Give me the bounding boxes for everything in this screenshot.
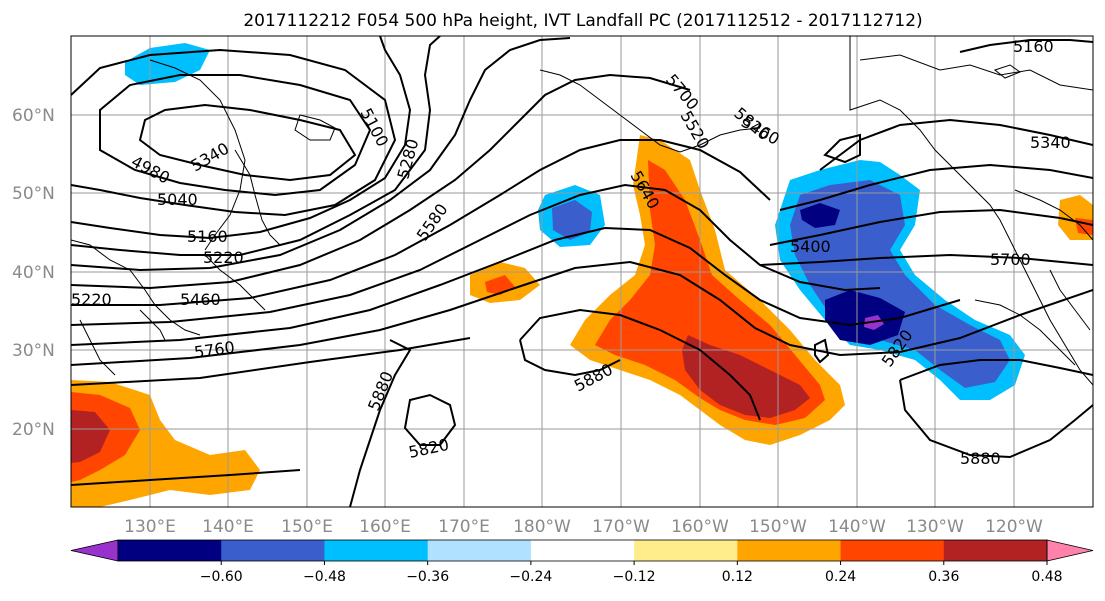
lon-label: 150°W: [749, 517, 807, 537]
lat-label: 40°N: [12, 263, 55, 283]
map-title: 2017112212 F054 500 hPa height, IVT Land…: [243, 11, 922, 31]
colorbar-extension-high: [1046, 539, 1094, 562]
colorbar-segment: [840, 540, 945, 561]
colorbar-tick-label: 0.24: [825, 569, 856, 585]
colorbar-tick-label: 0.36: [928, 569, 959, 585]
contour-label: 5340: [1030, 133, 1071, 152]
colorbar-frame: [117, 539, 1048, 562]
lon-label: 150°E: [281, 517, 333, 537]
contour-label: 5580: [413, 200, 452, 244]
contour-label: 5400: [790, 237, 831, 256]
colorbar-segment: [943, 540, 1048, 561]
colorbar-tick-label: −0.24: [509, 569, 552, 585]
lon-label: 160°W: [671, 517, 729, 537]
contour-label: 5460: [180, 290, 221, 309]
contour-label: 5880: [571, 360, 616, 396]
map-area: 4980 5040 5100 5160 5220 5280 5340 5400 …: [71, 36, 1093, 507]
contour-label: 5880: [364, 369, 397, 414]
colorbar-extension-low: [70, 539, 119, 562]
negative-anomaly-shading: [552, 200, 592, 240]
contour-label: 5160: [1013, 37, 1054, 56]
contour-label: 5700: [990, 250, 1031, 269]
colorbar-segment: [634, 540, 738, 561]
latitude-labels: 60°N 50°N 40°N 30°N 20°N: [12, 106, 55, 440]
colorbar-tick-label: 0.12: [722, 569, 753, 585]
lon-label: 120°W: [985, 517, 1043, 537]
contour-label: 5220: [203, 248, 244, 267]
lat-label: 30°N: [12, 341, 55, 361]
colorbar-segment: [221, 540, 325, 561]
colorbar-tick-label: −0.12: [613, 569, 656, 585]
lon-label: 130°W: [906, 517, 964, 537]
contour-label: 5700: [662, 70, 703, 113]
map-frame: [70, 35, 1094, 508]
colorbar-segment: [324, 540, 429, 561]
longitude-labels: 130°E 140°E 150°E 160°E 170°E 180°W 170°…: [124, 517, 1043, 537]
lon-label: 140°W: [828, 517, 886, 537]
lon-label: 180°W: [513, 517, 571, 537]
lat-label: 20°N: [12, 420, 55, 440]
contour-label: 5160: [187, 227, 228, 246]
colorbar: −0.60 −0.48 −0.36 −0.24 −0.12 0.12 0.24 0.36 0.4…: [70, 539, 1094, 585]
colorbar-segment: [118, 540, 222, 561]
colorbar-segment: [737, 540, 842, 561]
lon-label: 170°W: [592, 517, 650, 537]
colorbar-segment: [427, 540, 532, 561]
colorbar-tick-label: −0.36: [406, 569, 449, 585]
contour-label: 5220: [71, 290, 112, 309]
lon-label: 170°E: [438, 517, 490, 537]
lon-label: 140°E: [202, 517, 254, 537]
colorbar-segment: [530, 540, 635, 561]
colorbar-tick-label: −0.60: [200, 569, 243, 585]
negative-anomaly-shading: [790, 180, 1010, 388]
colorbar-tick-label: 0.48: [1031, 569, 1062, 585]
lat-label: 60°N: [12, 106, 55, 126]
contour-label: 5040: [157, 190, 198, 209]
contour-label: 5880: [960, 449, 1001, 468]
positive-anomaly-shading: [595, 160, 825, 425]
lat-label: 50°N: [12, 184, 55, 204]
lon-label: 160°E: [359, 517, 411, 537]
negative-anomaly-shading: [825, 290, 905, 345]
positive-anomaly-shading: [71, 410, 110, 463]
colorbar-tick-label: −0.48: [303, 569, 346, 585]
lon-label: 130°E: [124, 517, 176, 537]
contour-label: 5760: [193, 337, 236, 361]
negative-anomaly-shading: [800, 203, 840, 228]
height-contours: [71, 36, 1093, 507]
graticule: [71, 36, 1093, 507]
